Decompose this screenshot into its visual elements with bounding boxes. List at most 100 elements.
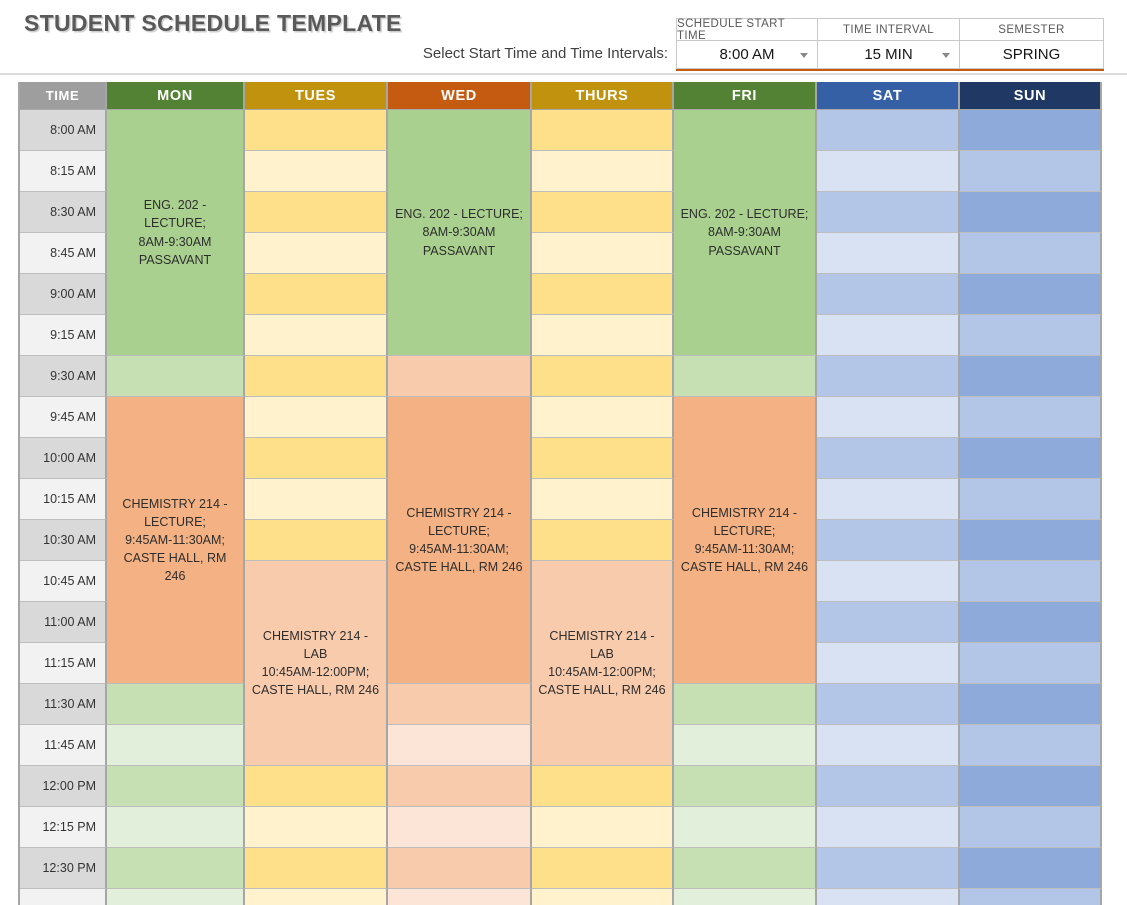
schedule-cell-mon-row6[interactable]: [107, 356, 245, 397]
schedule-cell-thurs-row7[interactable]: [532, 397, 674, 438]
schedule-cell-sat-row0[interactable]: [817, 110, 960, 151]
schedule-cell-sat-row6[interactable]: [817, 356, 960, 397]
schedule-cell-sun-row4[interactable]: [960, 274, 1102, 315]
time-cell-11-30-am[interactable]: 11:30 AM: [20, 684, 107, 725]
schedule-cell-sun-row0[interactable]: [960, 110, 1102, 151]
time-interval-dropdown[interactable]: 15 MIN: [818, 41, 959, 68]
schedule-start-time-dropdown[interactable]: 8:00 AM: [677, 41, 817, 68]
schedule-cell-wed-row19[interactable]: [388, 889, 532, 905]
schedule-cell-sat-row4[interactable]: [817, 274, 960, 315]
schedule-cell-sun-row14[interactable]: [960, 684, 1102, 725]
schedule-cell-mon-row14[interactable]: [107, 684, 245, 725]
schedule-cell-wed-row17[interactable]: [388, 807, 532, 848]
time-cell-9-15-am[interactable]: 9:15 AM: [20, 315, 107, 356]
schedule-cell-sat-row13[interactable]: [817, 643, 960, 684]
schedule-cell-sat-row10[interactable]: [817, 520, 960, 561]
schedule-cell-fri-row19[interactable]: [674, 889, 817, 905]
schedule-cell-sat-row3[interactable]: [817, 233, 960, 274]
time-cell-12-30-pm[interactable]: 12:30 PM: [20, 848, 107, 889]
schedule-cell-sun-row6[interactable]: [960, 356, 1102, 397]
schedule-cell-tues-row2[interactable]: [245, 192, 388, 233]
schedule-cell-sun-row17[interactable]: [960, 807, 1102, 848]
schedule-cell-sun-row2[interactable]: [960, 192, 1102, 233]
schedule-cell-sun-row8[interactable]: [960, 438, 1102, 479]
schedule-cell-sun-row9[interactable]: [960, 479, 1102, 520]
schedule-cell-wed-row16[interactable]: [388, 766, 532, 807]
schedule-cell-tues-row3[interactable]: [245, 233, 388, 274]
schedule-cell-tues-row6[interactable]: [245, 356, 388, 397]
schedule-cell-sat-row8[interactable]: [817, 438, 960, 479]
schedule-cell-thurs-row19[interactable]: [532, 889, 674, 905]
time-cell-9-45-am[interactable]: 9:45 AM: [20, 397, 107, 438]
schedule-cell-tues-row5[interactable]: [245, 315, 388, 356]
schedule-cell-tues-row16[interactable]: [245, 766, 388, 807]
schedule-cell-wed-row6[interactable]: [388, 356, 532, 397]
schedule-cell-sun-row10[interactable]: [960, 520, 1102, 561]
schedule-cell-wed-row15[interactable]: [388, 725, 532, 766]
schedule-cell-thurs-row5[interactable]: [532, 315, 674, 356]
schedule-cell-tues-row18[interactable]: [245, 848, 388, 889]
schedule-cell-sun-row3[interactable]: [960, 233, 1102, 274]
time-cell-10-15-am[interactable]: 10:15 AM: [20, 479, 107, 520]
schedule-cell-tues-row0[interactable]: [245, 110, 388, 151]
schedule-cell-sun-row1[interactable]: [960, 151, 1102, 192]
schedule-cell-mon-row17[interactable]: [107, 807, 245, 848]
schedule-cell-sat-row19[interactable]: [817, 889, 960, 905]
time-cell-8-30-am[interactable]: 8:30 AM: [20, 192, 107, 233]
time-cell-12-00-pm[interactable]: 12:00 PM: [20, 766, 107, 807]
schedule-cell-thurs-row2[interactable]: [532, 192, 674, 233]
schedule-cell-sun-row13[interactable]: [960, 643, 1102, 684]
event-cell-thurs-row11[interactable]: CHEMISTRY 214 - LAB 10:45AM-12:00PM; CAS…: [532, 561, 674, 766]
time-cell-9-00-am[interactable]: 9:00 AM: [20, 274, 107, 315]
schedule-cell-thurs-row8[interactable]: [532, 438, 674, 479]
time-cell-10-45-am[interactable]: 10:45 AM: [20, 561, 107, 602]
time-cell-10-00-am[interactable]: 10:00 AM: [20, 438, 107, 479]
time-cell-10-30-am[interactable]: 10:30 AM: [20, 520, 107, 561]
schedule-cell-thurs-row3[interactable]: [532, 233, 674, 274]
schedule-cell-tues-row8[interactable]: [245, 438, 388, 479]
schedule-cell-thurs-row0[interactable]: [532, 110, 674, 151]
schedule-cell-thurs-row17[interactable]: [532, 807, 674, 848]
schedule-cell-fri-row16[interactable]: [674, 766, 817, 807]
event-cell-fri-row7[interactable]: CHEMISTRY 214 - LECTURE; 9:45AM-11:30AM;…: [674, 397, 817, 684]
schedule-cell-sun-row11[interactable]: [960, 561, 1102, 602]
schedule-cell-mon-row18[interactable]: [107, 848, 245, 889]
schedule-cell-sat-row16[interactable]: [817, 766, 960, 807]
schedule-cell-sun-row12[interactable]: [960, 602, 1102, 643]
time-cell-11-15-am[interactable]: 11:15 AM: [20, 643, 107, 684]
time-cell-19[interactable]: [20, 889, 107, 905]
time-cell-12-15-pm[interactable]: 12:15 PM: [20, 807, 107, 848]
schedule-cell-mon-row19[interactable]: [107, 889, 245, 905]
schedule-cell-thurs-row4[interactable]: [532, 274, 674, 315]
chevron-down-icon[interactable]: [942, 52, 950, 58]
schedule-cell-tues-row9[interactable]: [245, 479, 388, 520]
schedule-cell-sat-row2[interactable]: [817, 192, 960, 233]
schedule-cell-sat-row7[interactable]: [817, 397, 960, 438]
schedule-cell-wed-row18[interactable]: [388, 848, 532, 889]
time-cell-9-30-am[interactable]: 9:30 AM: [20, 356, 107, 397]
schedule-cell-fri-row18[interactable]: [674, 848, 817, 889]
schedule-cell-fri-row6[interactable]: [674, 356, 817, 397]
schedule-cell-tues-row7[interactable]: [245, 397, 388, 438]
schedule-cell-tues-row4[interactable]: [245, 274, 388, 315]
schedule-cell-sat-row12[interactable]: [817, 602, 960, 643]
event-cell-wed-row0[interactable]: ENG. 202 - LECTURE; 8AM-9:30AM PASSAVANT: [388, 110, 532, 356]
semester-field[interactable]: SPRING: [960, 41, 1103, 68]
schedule-cell-thurs-row16[interactable]: [532, 766, 674, 807]
schedule-cell-sun-row5[interactable]: [960, 315, 1102, 356]
schedule-cell-sun-row18[interactable]: [960, 848, 1102, 889]
schedule-cell-sat-row9[interactable]: [817, 479, 960, 520]
schedule-cell-thurs-row6[interactable]: [532, 356, 674, 397]
schedule-cell-fri-row17[interactable]: [674, 807, 817, 848]
event-cell-wed-row7[interactable]: CHEMISTRY 214 - LECTURE; 9:45AM-11:30AM;…: [388, 397, 532, 684]
schedule-cell-sat-row15[interactable]: [817, 725, 960, 766]
schedule-cell-tues-row19[interactable]: [245, 889, 388, 905]
schedule-cell-thurs-row18[interactable]: [532, 848, 674, 889]
schedule-cell-sat-row11[interactable]: [817, 561, 960, 602]
schedule-cell-thurs-row1[interactable]: [532, 151, 674, 192]
time-cell-8-45-am[interactable]: 8:45 AM: [20, 233, 107, 274]
schedule-cell-sun-row19[interactable]: [960, 889, 1102, 905]
schedule-cell-thurs-row9[interactable]: [532, 479, 674, 520]
event-cell-mon-row7[interactable]: CHEMISTRY 214 - LECTURE; 9:45AM-11:30AM;…: [107, 397, 245, 684]
schedule-cell-tues-row17[interactable]: [245, 807, 388, 848]
